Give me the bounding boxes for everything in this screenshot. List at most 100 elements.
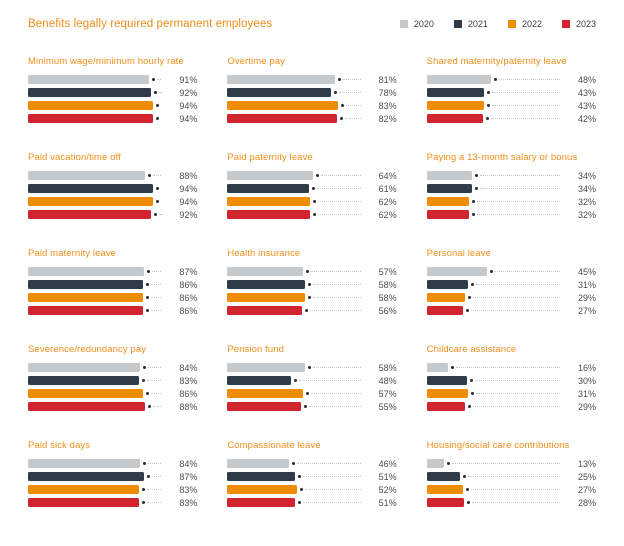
value-label: 57% xyxy=(378,388,397,399)
bar-end-dot xyxy=(466,501,470,504)
chart-header: Benefits legally required permanent empl… xyxy=(28,18,596,30)
leader-line xyxy=(474,380,560,381)
leader-line xyxy=(498,79,560,80)
benefit-panel-title: Paid maternity leave xyxy=(28,248,117,259)
bar-track xyxy=(227,498,361,507)
value-label: 27% xyxy=(577,305,596,316)
legend-swatch-icon xyxy=(399,20,408,28)
bar-end-dot xyxy=(468,296,472,299)
bar-track xyxy=(227,402,361,411)
bar-end-dot xyxy=(142,366,146,369)
bar-row-2021: 48% xyxy=(227,376,397,386)
value-label: 58% xyxy=(378,292,397,303)
value-label: 43% xyxy=(577,100,596,111)
bar-track xyxy=(28,402,162,411)
bar xyxy=(28,459,140,468)
bar-track xyxy=(426,210,560,219)
bar-row-2020: 46% xyxy=(227,459,397,469)
bar xyxy=(28,472,144,481)
bar xyxy=(426,114,483,123)
legend-label: 2023 xyxy=(575,19,596,29)
legend-label: 2022 xyxy=(521,19,542,29)
bar-track xyxy=(426,88,560,97)
bar-track xyxy=(227,267,361,276)
bar-end-dot xyxy=(145,296,149,299)
bar xyxy=(426,184,472,193)
bar-track xyxy=(28,114,161,123)
bar-track xyxy=(227,363,361,372)
bar-end-dot xyxy=(152,78,156,81)
bar-end-dot xyxy=(493,78,497,81)
bar-track xyxy=(426,306,560,315)
bar xyxy=(28,88,151,97)
bar xyxy=(227,376,292,385)
bar-row-2023: 56% xyxy=(227,306,397,316)
bar-group: 46% 51% 52% 51% xyxy=(227,459,397,508)
bar-end-dot xyxy=(315,174,319,177)
value-label: 87% xyxy=(179,471,198,482)
bar-row-2023: 32% xyxy=(426,210,596,220)
bar xyxy=(227,184,309,193)
bar-end-dot xyxy=(462,475,466,478)
value-label: 87% xyxy=(179,266,198,277)
leader-line xyxy=(475,284,560,285)
bar xyxy=(426,171,472,180)
bar-row-2020: 84% xyxy=(28,458,198,469)
value-label: 81% xyxy=(378,74,397,85)
bar xyxy=(227,402,301,411)
bar xyxy=(426,75,491,84)
bar-track xyxy=(28,485,162,494)
bar-end-dot xyxy=(474,187,478,190)
benefit-panel: Compassionate leave 46% 51% 52% xyxy=(227,440,397,511)
bar-end-dot xyxy=(334,91,338,94)
bar-end-dot xyxy=(145,283,149,286)
bar-end-dot xyxy=(156,117,160,120)
bar-track xyxy=(28,389,162,398)
bar-track xyxy=(28,280,162,289)
bar-group: 13% 25% 27% 28% xyxy=(426,459,596,508)
bar-track xyxy=(426,389,560,398)
value-label: 58% xyxy=(378,279,397,290)
leader-line xyxy=(467,476,560,477)
bar-end-dot xyxy=(141,501,145,504)
bar-row-2023: 51% xyxy=(227,497,397,508)
value-label: 27% xyxy=(577,484,596,495)
bar-end-dot xyxy=(304,309,308,312)
leader-line xyxy=(343,79,361,80)
value-label: 51% xyxy=(378,497,397,508)
value-label: 30% xyxy=(577,375,596,386)
bar xyxy=(28,101,154,110)
leader-line xyxy=(316,188,361,189)
bar xyxy=(28,389,143,398)
bar-track xyxy=(227,485,361,494)
value-label: 62% xyxy=(378,196,397,207)
leader-line xyxy=(146,502,162,503)
bar-row-2021: 34% xyxy=(426,184,596,194)
bar-track xyxy=(28,363,162,372)
bar xyxy=(426,402,466,411)
bar xyxy=(28,363,140,372)
bar-track xyxy=(227,197,361,206)
value-label: 32% xyxy=(577,196,596,207)
bar-row-2022: 31% xyxy=(426,389,596,399)
leader-line xyxy=(312,284,361,285)
bar xyxy=(426,459,444,468)
bar-row-2023: 88% xyxy=(28,402,197,412)
value-label: 84% xyxy=(179,458,198,469)
bar-row-2021: 31% xyxy=(426,279,596,290)
value-label: 29% xyxy=(577,401,596,412)
bar-track xyxy=(426,376,560,385)
bar-track xyxy=(28,75,162,84)
bar xyxy=(426,293,466,302)
bar-row-2023: 62% xyxy=(227,210,397,220)
bar-row-2023: 83% xyxy=(28,498,197,508)
benefit-panel: Paid sick days 84% 87% 83% 83% xyxy=(28,440,197,511)
leader-line xyxy=(304,489,361,490)
bar-track xyxy=(426,459,560,468)
value-label: 31% xyxy=(577,279,596,290)
bar-row-2022: 94% xyxy=(28,101,197,111)
leader-line xyxy=(312,297,361,298)
bar-row-2023: 29% xyxy=(426,401,596,412)
legend-swatch-icon xyxy=(453,20,462,28)
bar xyxy=(227,485,297,494)
